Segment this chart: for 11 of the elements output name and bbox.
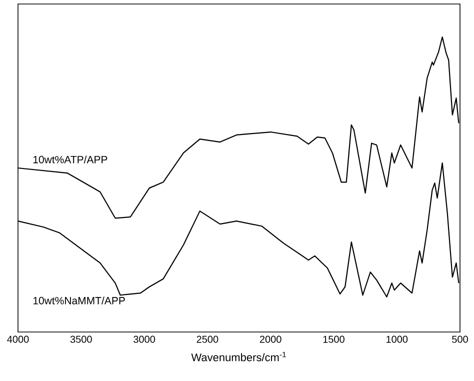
x-tick-label: 1000 (386, 336, 408, 343)
x-tick-label: 3000 (134, 336, 156, 343)
x-axis-title: Wavenumbers/cm$^{-1}$ (191, 352, 286, 362)
x-tick-label: 3500 (70, 336, 92, 343)
series-label: 10wt%ATP/APP (33, 156, 108, 164)
x-tick-label: 2500 (196, 336, 218, 343)
x-tick-label: 4000 (7, 336, 29, 343)
x-tick-label: 500 (452, 336, 468, 343)
series-label: 10wt%NaMMT/APP (33, 296, 125, 304)
x-tick-label: 2000 (260, 336, 282, 343)
x-tick-label: 1500 (323, 336, 344, 343)
